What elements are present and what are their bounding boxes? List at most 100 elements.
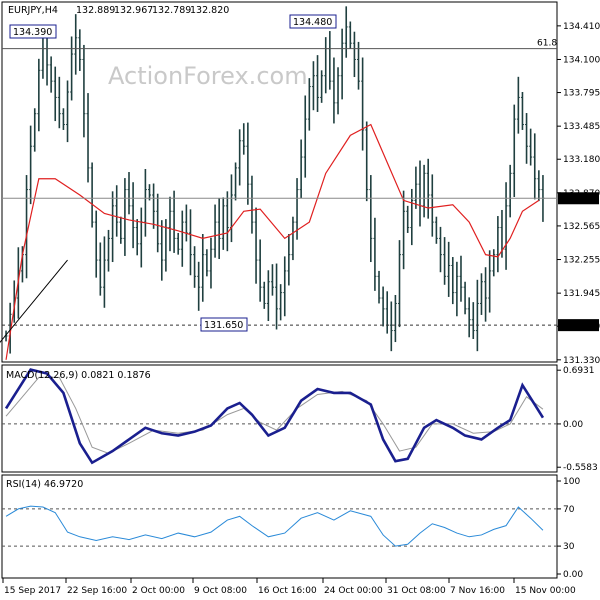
ohlc-bar <box>98 242 102 296</box>
ohlc-bar <box>221 197 225 250</box>
ohlc-bar <box>352 31 356 78</box>
ohlc-bar <box>127 172 131 215</box>
ohlc-bar <box>258 239 262 302</box>
ohlc-bar <box>430 174 434 237</box>
ohlc-bar <box>381 286 385 327</box>
fib-61-8-label: 61.8 <box>537 39 557 49</box>
ohlc-bar <box>238 129 242 186</box>
ohlc-bar <box>475 279 479 352</box>
ohlc-bar <box>438 226 442 273</box>
price-y-tick-label: 133.795 <box>563 89 600 99</box>
price-y-tick-label: 133.485 <box>563 122 600 132</box>
ohlc-bar <box>213 204 217 258</box>
x-axis-label: 7 Nov 16:00 <box>450 586 505 596</box>
ohlc-bar <box>348 21 352 49</box>
high-label-134-480-box <box>289 14 337 29</box>
ohlc-bar <box>459 255 463 302</box>
ohlc-bar <box>537 170 541 202</box>
ohlc-bar <box>66 80 70 143</box>
ohlc-bar <box>123 178 127 256</box>
ohlc-bar <box>147 184 151 201</box>
ohlc-bar <box>61 108 65 130</box>
macd-signal-line <box>5 376 544 454</box>
ohlc-bar <box>25 175 29 279</box>
ohlc-bar <box>82 44 86 138</box>
ohlc-bar <box>119 216 123 244</box>
ohlc-bar <box>533 133 537 200</box>
rsi-y-tick-label: 0.00 <box>563 570 583 580</box>
ohlc-bar <box>389 301 393 352</box>
ohlc-bar <box>246 122 250 205</box>
ohlc-bar <box>336 67 340 115</box>
ohlc-bar <box>254 207 258 284</box>
ohlc-open: 132.889 <box>76 5 115 16</box>
ohlc-bar <box>90 162 94 228</box>
ohlc-bar <box>152 183 156 229</box>
ohlc-bar <box>447 241 451 297</box>
ohlc-bar <box>377 270 381 304</box>
ohlc-bar <box>402 190 406 270</box>
high-label-134-480: 134.480 <box>293 17 332 28</box>
price-y-tick-label: 132.565 <box>563 222 600 232</box>
ohlc-bar <box>393 294 397 343</box>
ohlc-bar <box>406 205 410 233</box>
current-price-tag: 132.820 <box>561 195 598 205</box>
ohlc-bar <box>299 139 303 199</box>
ohlc-bar <box>303 95 307 178</box>
ohlc-bar <box>94 210 98 278</box>
ohlc-bar <box>340 28 344 100</box>
ohlc-bar <box>463 281 467 315</box>
ohlc-bar <box>115 185 119 237</box>
ohlc-bar <box>467 297 471 338</box>
ohlc-bar <box>373 217 377 291</box>
ohlc-bar <box>512 104 516 197</box>
ohlc-bar <box>74 14 78 75</box>
ohlc-bar <box>365 121 369 202</box>
ohlc-bar <box>37 58 41 132</box>
macd-y-tick-label: 0.00 <box>563 420 583 430</box>
ohlc-bar <box>295 178 299 240</box>
support-price-tag-box <box>558 319 599 332</box>
ohlc-bar <box>332 57 336 124</box>
ohlc-bar <box>291 216 295 261</box>
ohlc-bar <box>525 113 529 164</box>
price-y-tick-label: 134.100 <box>563 55 600 65</box>
ohlc-bar <box>33 108 37 152</box>
watermark: ActionForex.com <box>108 62 308 90</box>
ohlc-bar <box>443 237 447 285</box>
ohlc-bar <box>492 249 496 277</box>
x-axis-label: 22 Sep 16:00 <box>67 586 127 596</box>
ohlc-bar <box>188 209 192 276</box>
low-label-131-650-box <box>200 317 248 332</box>
ohlc-bar <box>111 191 115 263</box>
ohlc-bar <box>250 175 254 234</box>
rsi-y-tick-label: 100 <box>563 477 580 487</box>
ohlc-bar <box>242 123 246 155</box>
support-price-tag: 131.650 <box>561 322 598 332</box>
ohlc-bar <box>316 55 320 112</box>
ohlc-bar <box>516 76 520 134</box>
ohlc-bar <box>107 229 111 272</box>
ohlc-low: 132.789 <box>152 5 191 16</box>
ohlc-bar <box>193 246 197 288</box>
x-axis-label: 15 Sep 2017 <box>4 586 61 596</box>
ohlc-bar <box>520 92 524 130</box>
rsi-y-tick-label: 30 <box>563 542 575 552</box>
ohlc-bar <box>451 257 455 305</box>
rsi-title: RSI(14) 46.9720 <box>6 479 83 490</box>
high-label-134-390: 134.390 <box>13 27 52 38</box>
ohlc-bar <box>479 273 483 315</box>
ohlc-bar <box>426 158 430 219</box>
macd-line <box>4 368 545 465</box>
ohlc-bar <box>311 61 315 111</box>
ohlc-bar <box>471 302 475 340</box>
symbol-title: EURJPY,H4 <box>8 5 58 16</box>
ohlc-bar <box>168 196 172 252</box>
ohlc-bar <box>160 220 164 281</box>
x-axis-label: 31 Oct 08:00 <box>387 586 446 596</box>
ohlc-bar <box>455 261 459 317</box>
macd-title: MACD(12,26,9) 0.0821 0.1876 <box>6 370 151 381</box>
ohlc-bar <box>488 250 492 313</box>
ohlc-bar <box>266 270 270 322</box>
